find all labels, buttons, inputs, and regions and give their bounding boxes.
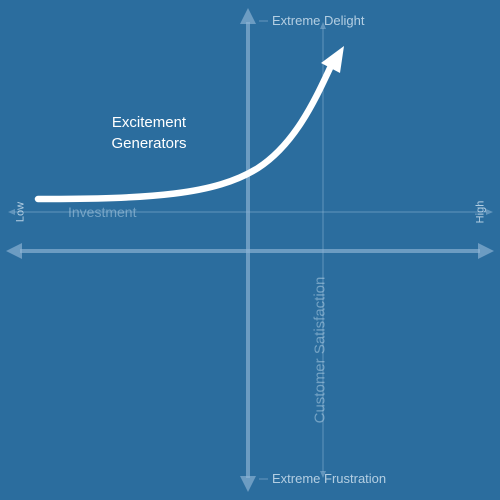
excitement-curve — [34, 64, 334, 203]
curve-title-line-2: Generators — [111, 135, 187, 152]
bottom-axis-label: Extreme Frustration — [272, 471, 387, 486]
investment-axis-line — [8, 209, 493, 215]
excitement-arrowhead — [321, 46, 344, 73]
main-vertical-axis — [240, 8, 256, 492]
low-axis-label: Low — [14, 201, 27, 223]
top-axis-label: Extreme Delight — [272, 13, 365, 28]
satisfaction-axis-label: Customer Satisfaction — [311, 276, 329, 424]
curve-title-line-1: Excitement — [111, 114, 187, 131]
high-axis-label: High — [474, 200, 487, 224]
investment-axis-label: Investment — [68, 204, 137, 220]
